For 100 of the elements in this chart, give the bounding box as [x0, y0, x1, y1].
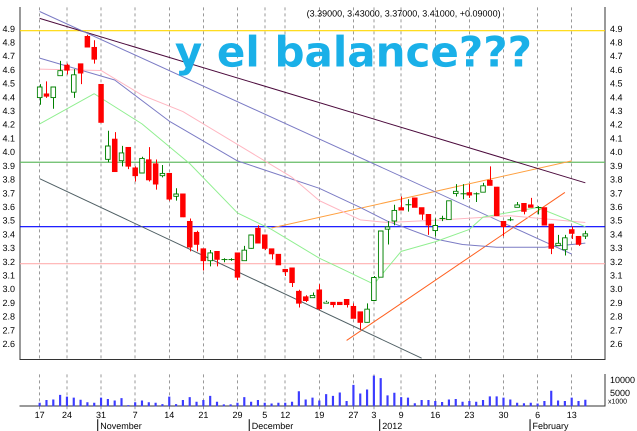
- bar: [359, 394, 362, 406]
- bar: [66, 396, 68, 406]
- bar: [502, 398, 505, 406]
- x-tick-label: 29: [232, 410, 242, 420]
- candlestick: [480, 182, 486, 193]
- y-tick-label: 4.6: [2, 64, 15, 75]
- bar: [114, 400, 116, 406]
- y-tick-label: 3.8: [2, 174, 15, 185]
- text: November: [100, 420, 142, 431]
- bar: [584, 400, 586, 406]
- candlestick: [418, 206, 424, 220]
- x-tick-label: 30: [498, 410, 508, 420]
- candlestick: [392, 204, 398, 226]
- candlestick: [452, 184, 459, 198]
- x-tick-label: 13: [566, 410, 577, 420]
- bar: [52, 399, 54, 406]
- bar: [448, 399, 450, 406]
- y-tick-label: 4.3: [2, 106, 15, 116]
- candlestick: [473, 192, 480, 202]
- bar: [243, 397, 246, 406]
- bar: [311, 398, 314, 406]
- candlestick: [180, 193, 186, 218]
- y-tick-label: 2.6: [2, 339, 15, 350]
- candlestick: [70, 68, 77, 98]
- y-tick-label: 3.6: [2, 202, 15, 212]
- bar: [352, 384, 355, 406]
- candlestick: [200, 248, 206, 272]
- y-tick-label: 4.4: [2, 92, 15, 102]
- bar: [80, 400, 82, 406]
- bar: [380, 378, 382, 406]
- y-tick-label: 4.1: [2, 133, 15, 144]
- candlestick: [44, 80, 50, 98]
- bar: [72, 398, 75, 406]
- candlestick: [214, 250, 220, 267]
- bar: [406, 398, 410, 406]
- y-tick-label: 3.1: [2, 270, 15, 280]
- x-tick-label: 31: [96, 410, 106, 420]
- bar: [475, 402, 478, 406]
- candlestick: [160, 164, 166, 178]
- candlestick: [426, 214, 432, 236]
- y-tick-label: 10000: [610, 375, 636, 386]
- candlestick: [268, 248, 274, 260]
- candlestick: [568, 226, 575, 240]
- candlestick: [405, 198, 412, 212]
- y-tick-label: 5000: [610, 388, 630, 398]
- bar: [454, 398, 457, 406]
- candlestick: [118, 145, 124, 167]
- y-tick-label: 3.3: [2, 243, 15, 254]
- y-tick-label: 3.5: [2, 216, 15, 226]
- candlestick: [432, 218, 438, 237]
- candlestick: [132, 166, 138, 182]
- candlestick: [207, 249, 214, 267]
- bar: [509, 399, 512, 406]
- candlestick: [562, 234, 568, 256]
- annotation: y el balance???: [174, 27, 532, 76]
- x-tick-label: 14: [164, 410, 174, 420]
- bar: [209, 396, 212, 406]
- candlestick: [241, 245, 248, 262]
- candlestick: [105, 130, 111, 163]
- bar: [530, 402, 532, 406]
- bar: [550, 390, 552, 406]
- bar: [93, 402, 96, 406]
- bar: [304, 399, 307, 406]
- x-tick-label: 17: [34, 410, 45, 420]
- bar: [556, 400, 560, 406]
- y-tick-label: 3.0: [2, 284, 15, 294]
- y-tick-label: 4.7: [2, 51, 15, 62]
- y-tick-label: 2.8: [2, 312, 15, 322]
- candlestick: [173, 188, 179, 202]
- bar: [140, 400, 144, 406]
- x-tick-label: 9: [398, 410, 404, 420]
- candlestick: [412, 198, 418, 208]
- candlestick: [316, 284, 322, 311]
- x-tick-label: 27: [348, 410, 358, 420]
- y-tick-label: 3.9: [2, 160, 15, 171]
- text: December: [252, 420, 294, 431]
- y-tick-label: 3.4: [2, 229, 15, 240]
- x-tick-label: 12: [280, 410, 290, 420]
- candlestick: [126, 146, 132, 170]
- chart-title: (3.39000, 3.43000, 3.37000, 3.41000, +0.09000): [306, 8, 501, 18]
- x-tick-label: 19: [314, 410, 324, 420]
- bar: [325, 394, 328, 406]
- x-tick-label: 23: [464, 410, 474, 420]
- bar: [120, 398, 123, 406]
- x-tick-label: 3: [371, 410, 376, 420]
- bar: [284, 402, 286, 406]
- candlestick: [248, 234, 254, 250]
- candlestick: [500, 220, 506, 237]
- bar: [393, 392, 396, 406]
- candlestick: [57, 60, 63, 76]
- bar: [434, 401, 436, 406]
- bar: [338, 392, 341, 406]
- x-tick-label: 7: [132, 410, 138, 420]
- candlestick: [398, 196, 404, 211]
- candlestick: [36, 84, 42, 106]
- y-tick-label: 3.2: [2, 256, 15, 267]
- candlestick: [460, 184, 467, 200]
- bar: [414, 403, 416, 406]
- bar: [100, 398, 102, 406]
- bar: [332, 396, 334, 406]
